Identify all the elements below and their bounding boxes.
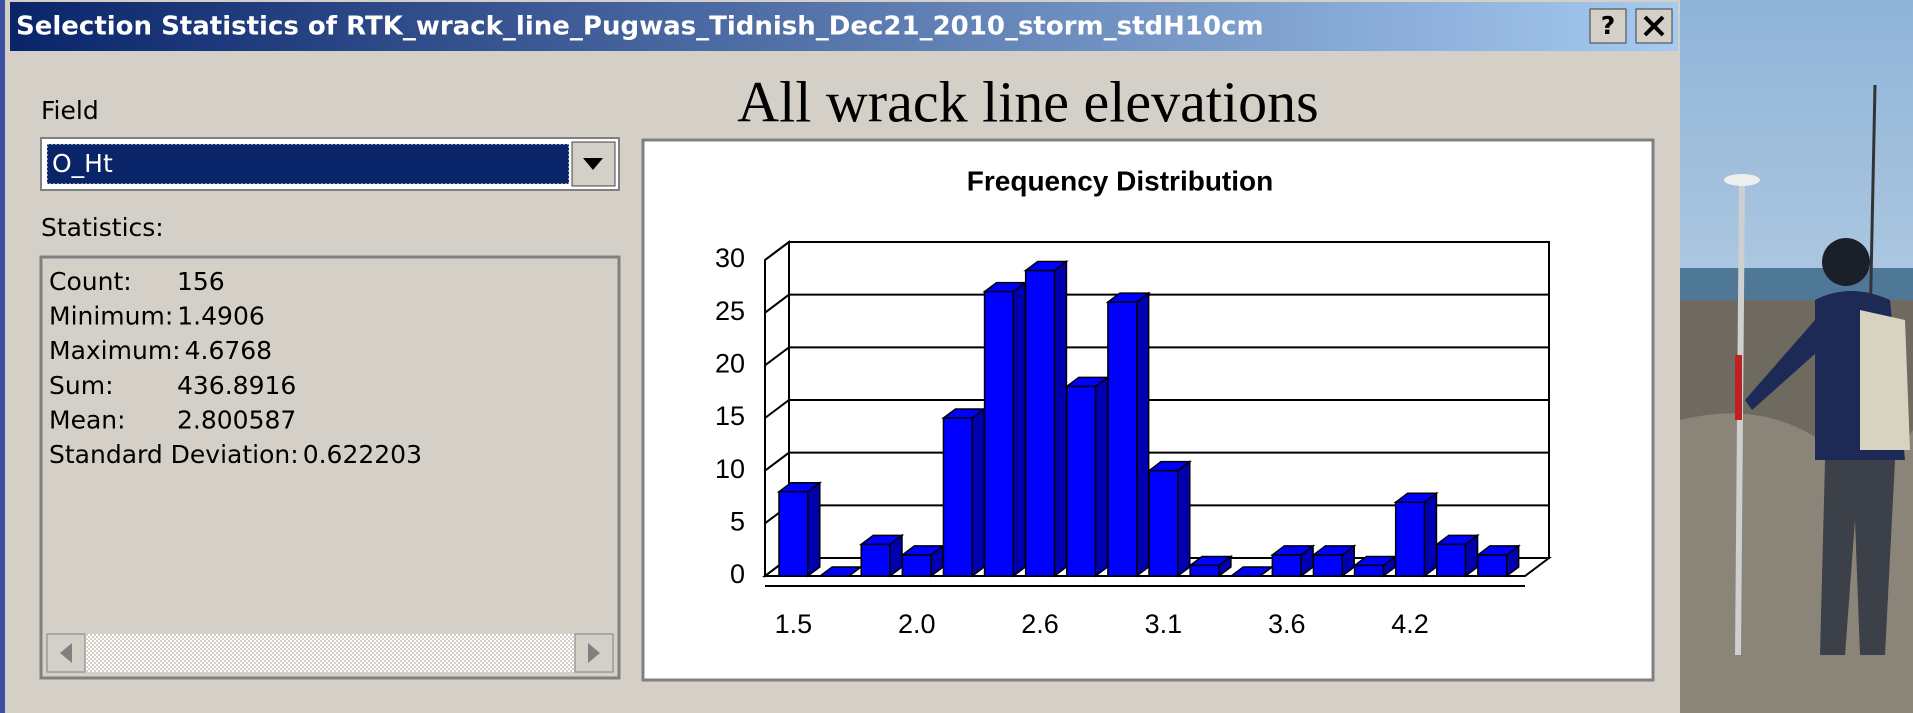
x-tick-label: 3.6 [1268, 609, 1306, 639]
bar-front [1190, 565, 1219, 576]
bar [779, 483, 820, 576]
bar-front [1396, 502, 1425, 576]
bar [861, 535, 902, 576]
bar [1437, 535, 1478, 576]
bar [1149, 462, 1190, 576]
statistic-label: Count: [49, 267, 132, 296]
y-tick-label: 5 [730, 506, 745, 536]
field-value: O_Ht [52, 149, 113, 178]
bar-side [1137, 293, 1149, 576]
bar-side [1013, 283, 1025, 576]
y-tick-label: 10 [715, 454, 745, 484]
bar-side [808, 483, 820, 576]
scrollbar [47, 634, 613, 672]
bar [1067, 377, 1108, 576]
photo [1680, 0, 1913, 713]
statistic-value: 1.4906 [177, 302, 264, 331]
photo-head [1822, 238, 1870, 286]
statistic-value: 156 [177, 267, 225, 296]
x-tick-label: 1.5 [775, 609, 813, 639]
bar [902, 546, 943, 576]
bar-front [1313, 555, 1342, 576]
bar-front [1108, 302, 1137, 576]
x-tick-label: 2.0 [898, 609, 936, 639]
bar [943, 409, 984, 576]
page: Selection Statistics of RTK_wrack_line_P… [0, 0, 1913, 713]
screen: Selection Statistics of RTK_wrack_line_P… [0, 0, 1913, 713]
bar [1478, 546, 1519, 576]
bar [1396, 493, 1437, 576]
statistic-label: Sum: [49, 371, 114, 400]
bar-side [1178, 462, 1190, 576]
bar [1272, 546, 1313, 576]
field-label: Field [41, 96, 99, 125]
bar-front [1149, 471, 1178, 576]
bar [985, 283, 1026, 576]
y-tick-label: 25 [715, 296, 745, 326]
x-tick-label: 2.6 [1021, 609, 1059, 639]
bar-front [902, 555, 931, 576]
photo-antenna [1724, 174, 1760, 186]
bar-side [972, 409, 984, 576]
statistic-label: Mean: [49, 405, 126, 434]
bar-side [1096, 377, 1108, 576]
statistic-value: 0.622203 [303, 440, 422, 469]
x-tick-label: 4.2 [1391, 609, 1429, 639]
bar-front [1437, 544, 1466, 576]
bar [1313, 546, 1354, 576]
dialog-title: Selection Statistics of RTK_wrack_line_P… [16, 12, 1264, 42]
y-tick-label: 20 [715, 348, 745, 378]
bar [1108, 293, 1149, 576]
field-selection [47, 144, 569, 184]
photo-pole-grip [1735, 355, 1742, 420]
x-tick-label: 3.1 [1145, 609, 1183, 639]
bar-side [1424, 493, 1436, 576]
statistic-value: 4.6768 [185, 336, 272, 365]
bar-front [779, 492, 808, 576]
bar-front [1478, 555, 1507, 576]
statistic-label: Maximum: [49, 336, 181, 365]
photo-backpack [1860, 310, 1910, 450]
y-tick-label: 0 [730, 559, 745, 589]
statistic-value: 2.800587 [177, 405, 296, 434]
bar-front [1067, 386, 1096, 576]
bar-front [1355, 565, 1384, 576]
statistic-label: Minimum: [49, 302, 173, 331]
statistics-label: Statistics: [41, 213, 164, 242]
bar [1026, 262, 1067, 576]
chart-title: Frequency Distribution [967, 165, 1273, 196]
y-tick-label: 15 [715, 401, 745, 431]
statistic-label: Standard Deviation: [49, 440, 299, 469]
help-button-label: ? [1601, 11, 1616, 40]
bar-side [1054, 262, 1066, 576]
bar-front [985, 292, 1014, 576]
y-tick-label: 30 [715, 243, 745, 273]
bar-front [943, 418, 972, 576]
bar-front [1272, 555, 1301, 576]
left-edge [0, 0, 5, 713]
bar-front [1026, 271, 1055, 576]
bar-front [861, 544, 890, 576]
heading: All wrack line elevations [737, 69, 1318, 134]
statistic-value: 436.8916 [177, 371, 296, 400]
